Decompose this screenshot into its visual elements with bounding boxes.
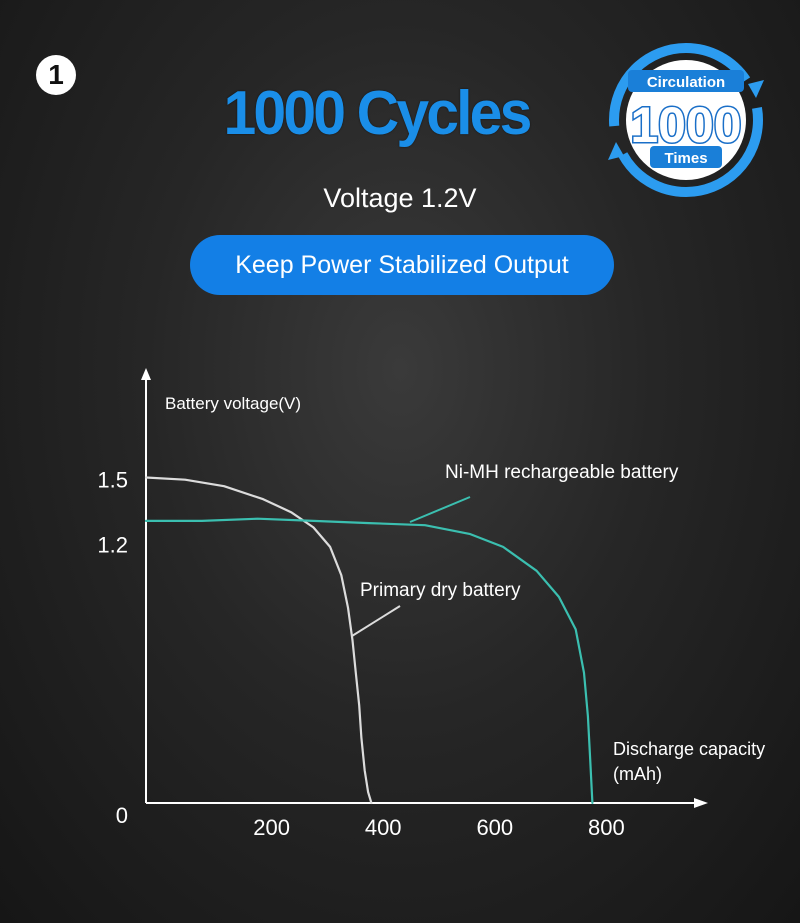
annotation-leader-line [409, 496, 471, 523]
y-tick-label: 0 [116, 803, 128, 828]
x-tick-label: 200 [253, 815, 290, 840]
annotation-label: Primary dry battery [360, 580, 521, 601]
x-axis-label: Discharge capacity [613, 739, 765, 759]
x-tick-label: 800 [588, 815, 625, 840]
chart-series [144, 476, 594, 805]
y-axis-arrow [141, 368, 151, 380]
y-tick-label: 1.5 [97, 468, 128, 493]
pill-label: Keep Power Stabilized Output [235, 250, 569, 279]
chart-axes [141, 368, 708, 808]
y-axis-label: Battery voltage(V) [165, 394, 301, 413]
voltage-label: Voltage 1.2V [323, 183, 477, 213]
seal-number: 1000 [630, 97, 741, 153]
stabilized-output-pill: Keep Power Stabilized Output [190, 235, 614, 295]
x-tick-label: 600 [476, 815, 513, 840]
y-tick-label: 1.2 [97, 533, 128, 558]
annotation-label: Ni-MH rechargeable battery [445, 462, 679, 483]
x-tick-label: 400 [365, 815, 402, 840]
annotation-leader-line [351, 605, 401, 637]
seal-bottom-text: Times [664, 150, 707, 167]
x-axis-label: (mAh) [613, 764, 662, 784]
cycle-seal-icon: Circulation 1000 Times [608, 43, 764, 197]
headline-title: 1000 Cycles [223, 79, 533, 148]
seal-top-text: Circulation [647, 74, 725, 91]
series-line-primary-dry [144, 476, 373, 805]
step-number-badge: 1 [36, 55, 76, 95]
chart-labels: Battery voltage(V) 0 1.2 1.5 200 400 600 800 Dis… [97, 394, 765, 840]
x-axis-arrow [694, 798, 708, 808]
series-line-ni-mh [144, 517, 594, 805]
